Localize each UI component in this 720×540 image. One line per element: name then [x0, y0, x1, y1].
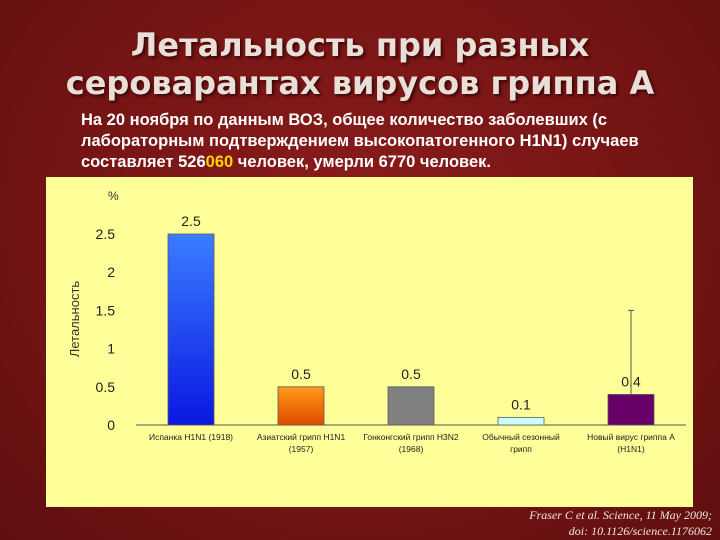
citation-line-1: Fraser C et al. Science, 11 May 2009; [529, 508, 712, 522]
x-category-label: Испанка H1N1 (1918) [149, 432, 233, 442]
y-tick-label: 0.5 [96, 379, 116, 395]
bar-value-label: 0.5 [291, 366, 311, 382]
y-axis-unit: % [108, 189, 119, 203]
bar-1 [167, 233, 215, 426]
bar-value-label: 0.1 [511, 396, 531, 412]
bar-2 [277, 386, 325, 426]
note-highlight: 060 [205, 153, 234, 171]
y-tick-label: 2.5 [96, 226, 116, 242]
citation-line-2: doi: 10.1126/science.1176062 [568, 524, 712, 538]
bar-3 [387, 386, 435, 426]
x-category-label: грипп [510, 444, 532, 454]
bar-value-label: 2.5 [181, 213, 201, 229]
lethality-bar-chart: % Летальность 0 0.5 1 1.5 2 2.5 2.5 Испанка H1N1 … [67, 189, 686, 454]
chart-panel: % Летальность 0 0.5 1 1.5 2 2.5 2.5 Испанка H1N1 … [46, 177, 693, 507]
y-axis-title: Летальность [67, 281, 82, 358]
slide-title-line-1: Летальность при разных [130, 26, 590, 64]
bar-value-label: 0.5 [401, 366, 421, 382]
x-category-label: Новый вирус гриппа А [587, 432, 675, 442]
note-text-start: На 20 ноября по данным ВОЗ, общее количе… [81, 111, 639, 171]
who-statistics-note: На 20 ноября по данным ВОЗ, общее количе… [81, 110, 681, 173]
note-text-end: человек, умерли 6770 человек. [233, 153, 491, 171]
y-tick-label: 1.5 [96, 302, 116, 318]
slide-title: Летальность при разных сероварантах виру… [0, 26, 720, 102]
x-category-label: Гонконгский грипп H3N2 [363, 432, 459, 442]
x-category-label: Азиатский грипп H1N1 [257, 432, 346, 442]
bar-5 [607, 394, 655, 426]
slide-title-line-2: сероварантах вирусов гриппа А [65, 64, 655, 102]
citation: Fraser C et al. Science, 11 May 2009; do… [412, 507, 712, 539]
y-tick-label: 2 [107, 264, 115, 280]
x-category-label: Обычный сезонный [482, 432, 560, 442]
x-category-label: (1957) [289, 444, 314, 454]
y-tick-label: 1 [107, 341, 115, 357]
bar-4 [497, 416, 545, 426]
y-tick-label: 0 [107, 417, 115, 433]
x-category-label: (1968) [399, 444, 424, 454]
x-category-label: (H1N1) [617, 444, 645, 454]
